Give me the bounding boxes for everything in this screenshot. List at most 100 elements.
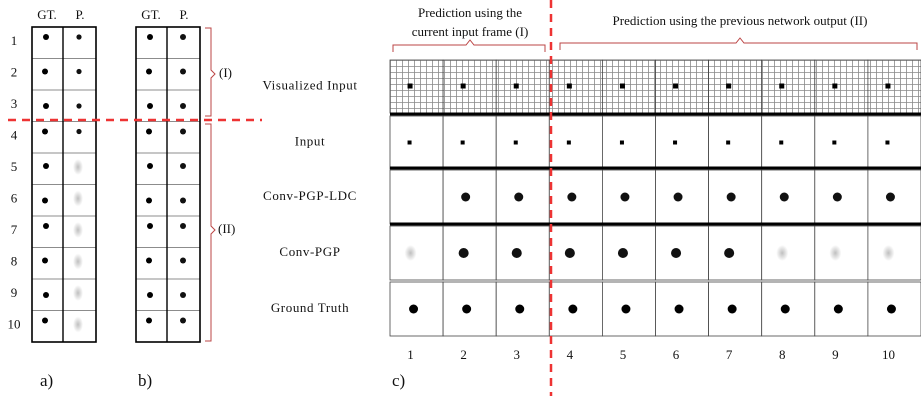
dot [146, 317, 152, 324]
brace [205, 27, 216, 117]
marker [513, 140, 518, 145]
dot [180, 223, 186, 229]
column-number: 4 [567, 347, 574, 362]
panel-box [31, 26, 97, 343]
dot [146, 197, 152, 204]
column-number: 8 [779, 347, 786, 362]
gt [833, 304, 843, 314]
cell [442, 225, 497, 281]
column-number: 7 [726, 347, 733, 362]
cell [708, 59, 763, 114]
gt [462, 304, 472, 314]
pred [404, 245, 417, 261]
dot [42, 257, 48, 264]
cell [655, 225, 709, 281]
row-number: 5 [11, 159, 18, 174]
panel-label: a) [40, 371, 53, 390]
row-label: Visualized Input [262, 77, 357, 92]
dot [43, 163, 49, 169]
brace [392, 39, 546, 52]
cell [442, 115, 497, 170]
row-label: Conv-PGP [279, 244, 340, 259]
column-header: P. [75, 7, 84, 22]
cell [548, 59, 603, 114]
cell [867, 59, 921, 114]
marker [460, 83, 466, 89]
column-number: 9 [832, 347, 839, 362]
row-number: 2 [11, 64, 18, 79]
dot [76, 128, 82, 135]
pred [564, 248, 575, 258]
row-label: Ground Truth [271, 300, 349, 315]
marker [832, 83, 838, 89]
cell [655, 115, 709, 170]
pred [832, 192, 842, 202]
row-number: 8 [11, 253, 18, 268]
dot [147, 103, 153, 109]
dot [43, 34, 49, 40]
pred [567, 192, 577, 202]
header-left: current input frame (I) [412, 24, 529, 39]
cell [655, 59, 709, 114]
row-number: 6 [11, 190, 18, 205]
pred [776, 245, 789, 261]
marker [566, 140, 571, 145]
column-header: P. [179, 7, 188, 22]
dot [146, 128, 152, 135]
blur [73, 190, 83, 207]
dot [180, 292, 186, 298]
row-number: 9 [11, 285, 18, 300]
gt [409, 304, 419, 314]
gt [886, 304, 896, 314]
cell [389, 59, 444, 114]
dot [43, 292, 49, 298]
marker [779, 140, 784, 145]
pred [511, 248, 522, 258]
dot [76, 103, 82, 109]
brace-label: (II) [218, 221, 235, 236]
marker [619, 140, 624, 145]
marker [885, 83, 891, 89]
marker [779, 83, 785, 89]
dot [147, 163, 153, 169]
column-number: 6 [673, 347, 680, 362]
dot [42, 197, 48, 204]
cell [548, 115, 603, 170]
marker [460, 140, 465, 145]
header-right: Prediction using the previous network ou… [613, 13, 868, 28]
pred [461, 192, 471, 202]
row-label: Conv-PGP-LDC [263, 188, 357, 203]
cell [442, 59, 497, 114]
dot [180, 317, 186, 324]
dot [42, 317, 48, 324]
header-left: Prediction using the [418, 5, 522, 20]
cell [708, 225, 763, 281]
cell [761, 115, 816, 170]
pred [829, 245, 842, 261]
cell [708, 115, 763, 170]
dot [180, 257, 186, 264]
panel-label: c) [392, 371, 405, 390]
brace-label: (I) [219, 65, 232, 80]
column-number: 2 [460, 347, 467, 362]
dot [146, 68, 152, 75]
dot [42, 68, 48, 75]
gt [621, 304, 631, 314]
dot [147, 223, 153, 229]
row-number: 3 [11, 96, 18, 111]
cell [761, 59, 816, 114]
cell [814, 115, 869, 170]
column-number: 3 [514, 347, 521, 362]
pred [724, 248, 735, 258]
pred [514, 192, 524, 202]
cell [495, 59, 550, 114]
cell [867, 115, 921, 170]
marker [726, 83, 732, 89]
cell [495, 115, 550, 170]
blur [73, 222, 83, 238]
blur [73, 159, 83, 175]
pred [671, 248, 682, 258]
column-number: 5 [620, 347, 627, 362]
dot [180, 68, 186, 75]
pred [726, 192, 736, 202]
